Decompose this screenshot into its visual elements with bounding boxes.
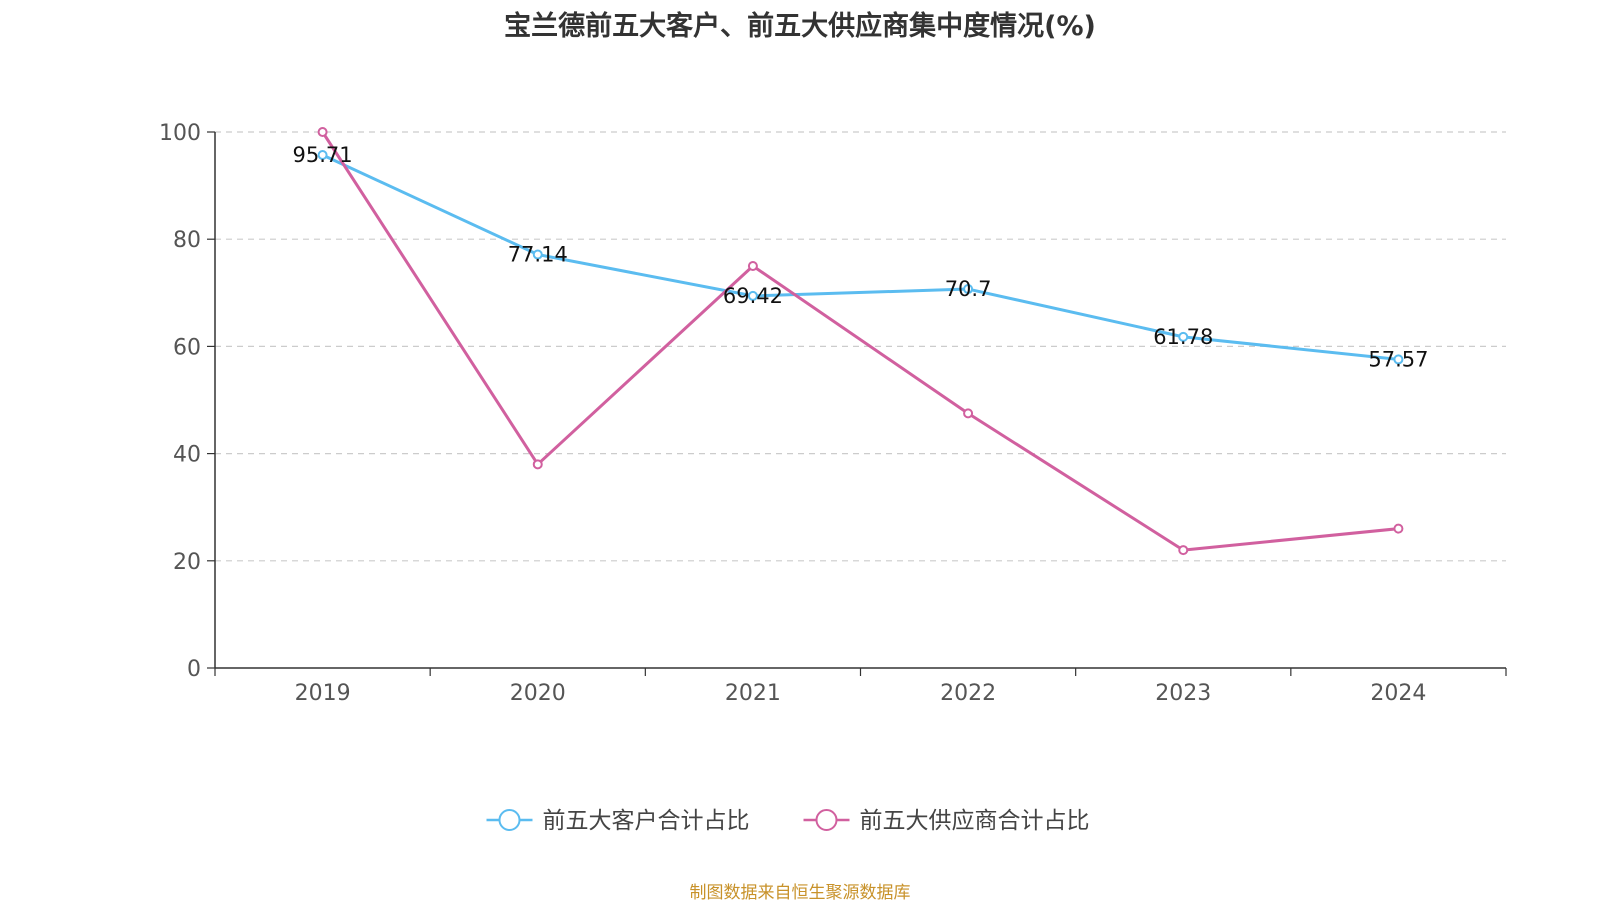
legend-label: 前五大供应商合计占比 <box>860 808 1090 834</box>
data-point <box>1178 331 1189 342</box>
y-tick-label: 60 <box>173 335 201 360</box>
data-point <box>1393 354 1404 365</box>
x-tick-label: 2021 <box>725 681 781 706</box>
y-tick-label: 100 <box>159 121 201 146</box>
data-point <box>317 127 328 137</box>
data-label: 61.78 <box>1153 325 1213 349</box>
data-label: 70.7 <box>945 277 992 301</box>
series-line-2 <box>321 131 1399 552</box>
data-point <box>1178 545 1189 556</box>
legend-label: 前五大客户合计占比 <box>543 808 750 834</box>
data-label: 69.42 <box>723 284 783 308</box>
data-point <box>747 261 758 271</box>
data-point <box>747 290 758 301</box>
data-point <box>1393 523 1404 534</box>
data-label: 57.57 <box>1368 347 1428 371</box>
data-point <box>963 408 974 419</box>
y-tick-label: 40 <box>173 443 201 468</box>
series-line-1 <box>321 153 1399 361</box>
y-tick-label: 0 <box>187 657 201 682</box>
axes: 0 20 40 60 80 100 2019 2020 2021 2022 2023 2024 <box>159 121 1507 706</box>
x-tick-label: 2020 <box>510 681 566 706</box>
x-tick-label: 2024 <box>1370 681 1426 706</box>
data-label: 77.14 <box>508 243 568 267</box>
source-note: 制图数据来自恒生聚源数据库 <box>689 883 911 903</box>
y-tick-label: 20 <box>173 550 201 575</box>
data-point <box>532 249 543 260</box>
data-labels: 95.71 77.14 69.42 70.7 61.78 57.57 <box>293 143 1429 371</box>
data-point <box>963 284 974 295</box>
x-tick-label: 2019 <box>295 681 351 706</box>
x-tick-label: 2023 <box>1155 681 1211 706</box>
data-label: 95.71 <box>293 143 353 167</box>
legend-item-2: 前五大供应商合计占比 <box>803 808 1090 834</box>
y-tick-label: 80 <box>173 228 201 253</box>
legend-marker <box>815 809 838 831</box>
x-tick-label: 2022 <box>940 681 996 706</box>
legend-item-1: 前五大客户合计占比 <box>486 808 750 834</box>
legend: 前五大客户合计占比 前五大供应商合计占比 <box>486 808 1090 834</box>
chart-title: 宝兰德前五大客户、前五大供应商集中度情况(%) <box>504 11 1096 42</box>
series-lines <box>317 127 1404 556</box>
legend-marker <box>498 809 521 831</box>
data-point <box>317 149 328 160</box>
data-point <box>532 459 543 470</box>
